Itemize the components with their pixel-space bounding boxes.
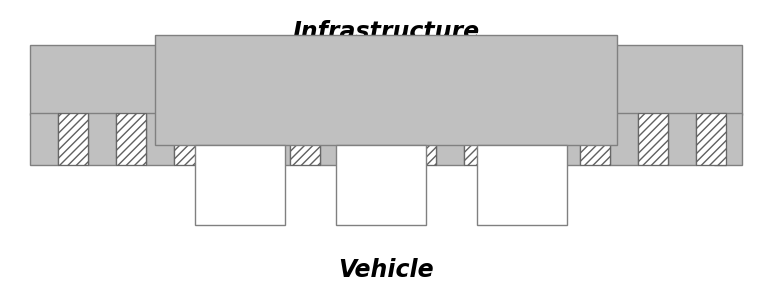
- Bar: [336, 145, 426, 225]
- Bar: [406, 113, 436, 165]
- Bar: [610, 113, 638, 165]
- Bar: [696, 113, 726, 165]
- Bar: [30, 113, 58, 165]
- Bar: [464, 113, 494, 165]
- Bar: [638, 113, 668, 165]
- Bar: [580, 113, 610, 165]
- Bar: [174, 113, 204, 165]
- Bar: [174, 113, 204, 165]
- Bar: [290, 113, 320, 165]
- Bar: [195, 145, 285, 225]
- Bar: [58, 113, 88, 165]
- Bar: [668, 113, 696, 165]
- Bar: [464, 113, 494, 165]
- Bar: [204, 113, 232, 165]
- Bar: [320, 113, 348, 165]
- Bar: [406, 113, 436, 165]
- Bar: [146, 113, 174, 165]
- Bar: [88, 113, 116, 165]
- Bar: [696, 113, 726, 165]
- Bar: [436, 113, 464, 165]
- Bar: [522, 113, 552, 165]
- Bar: [155, 35, 617, 145]
- Bar: [494, 113, 522, 165]
- Bar: [348, 113, 378, 165]
- Bar: [522, 113, 552, 165]
- Bar: [580, 113, 610, 165]
- Bar: [232, 113, 262, 165]
- Bar: [348, 113, 378, 165]
- Bar: [552, 113, 580, 165]
- Text: Vehicle: Vehicle: [338, 258, 434, 282]
- Bar: [714, 113, 742, 165]
- Bar: [116, 113, 146, 165]
- Bar: [262, 113, 290, 165]
- Bar: [378, 113, 406, 165]
- Bar: [116, 113, 146, 165]
- Bar: [58, 113, 88, 165]
- Text: Infrastructure: Infrastructure: [293, 20, 479, 44]
- Bar: [30, 45, 742, 115]
- Bar: [477, 145, 567, 225]
- Bar: [290, 113, 320, 165]
- Bar: [232, 113, 262, 165]
- Bar: [638, 113, 668, 165]
